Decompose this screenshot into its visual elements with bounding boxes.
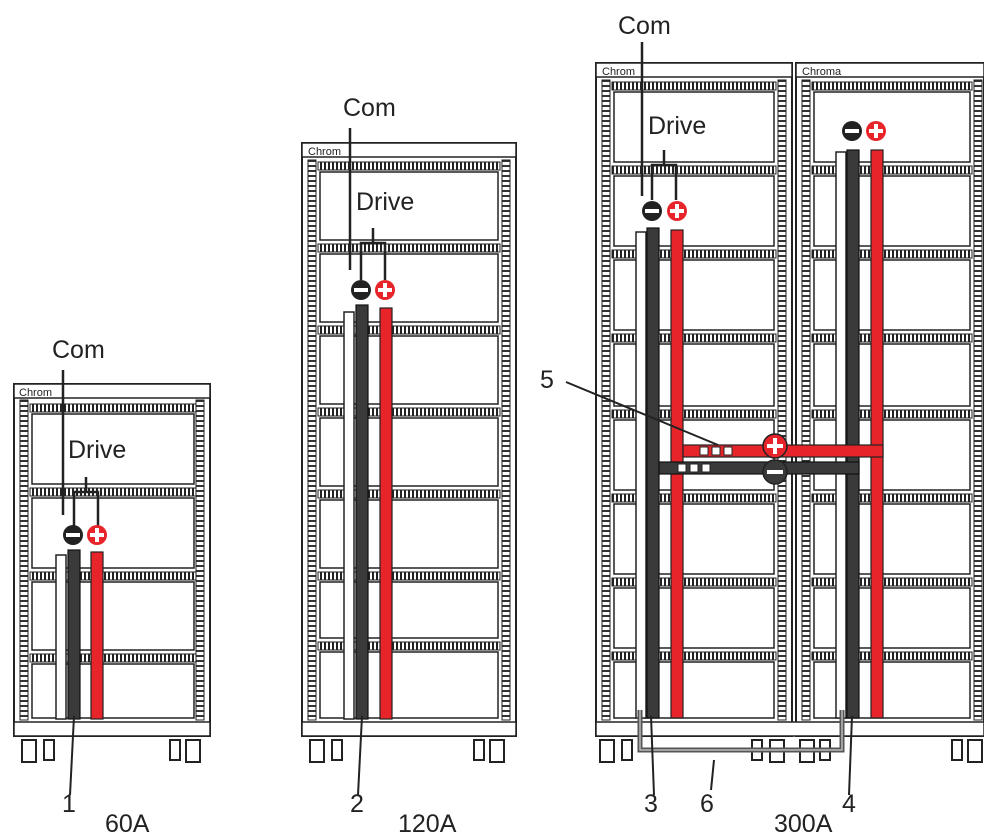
callout-line xyxy=(710,759,715,791)
ground-bar xyxy=(55,554,67,720)
plus-circle-icon xyxy=(87,525,107,545)
rack-60a: Chrom xyxy=(13,336,211,837)
ground-bar xyxy=(835,151,847,719)
plus-circle-icon xyxy=(762,433,788,459)
minus-circle-icon xyxy=(842,121,862,141)
brand-label: Chrom xyxy=(602,66,635,78)
capacity-label-120a: 120A xyxy=(398,810,457,837)
com-label: Com xyxy=(618,12,671,40)
drive-label: Drive xyxy=(356,188,414,216)
callout-3: 3 xyxy=(644,790,658,818)
callout-line xyxy=(357,715,363,796)
negative-bus-bar xyxy=(646,227,660,719)
positive-bus-bar xyxy=(90,551,104,720)
minus-circle-icon xyxy=(762,459,788,485)
rack-120a: Chrom xyxy=(301,94,517,837)
plus-circle-icon xyxy=(375,280,395,300)
negative-bus-bar xyxy=(355,304,369,720)
ground-bar xyxy=(635,231,647,719)
capacity-label-300a: 300A xyxy=(774,810,833,837)
callout-line xyxy=(650,715,655,796)
brand-label: Chrom xyxy=(308,146,341,158)
negative-bus-bar xyxy=(846,149,860,719)
capacity-label-60a: 60A xyxy=(105,810,150,837)
callout-line xyxy=(848,715,853,796)
terminal-wires xyxy=(61,370,100,526)
callout-1: 1 xyxy=(62,790,76,818)
positive-bus-bar xyxy=(379,307,393,720)
callout-6: 6 xyxy=(700,790,714,818)
terminal-wires xyxy=(348,128,387,280)
brand-label: Chroma xyxy=(802,66,842,78)
plus-circle-icon xyxy=(667,201,687,221)
negative-bus-bar xyxy=(67,549,81,720)
rack-300a: Chrom Chroma xyxy=(540,12,984,837)
minus-circle-icon xyxy=(63,525,83,545)
caster-wheel-icon xyxy=(21,739,201,763)
com-label: Com xyxy=(343,94,396,122)
callout-4: 4 xyxy=(842,790,856,818)
terminal-wires xyxy=(640,42,678,200)
drive-label: Drive xyxy=(648,112,706,140)
drive-label: Drive xyxy=(68,436,126,464)
callout-2: 2 xyxy=(350,790,364,818)
minus-circle-icon xyxy=(351,280,371,300)
callout-5: 5 xyxy=(540,366,554,394)
ground-bar xyxy=(343,311,355,720)
brand-label: Chrom xyxy=(19,387,52,399)
plus-circle-icon xyxy=(866,121,886,141)
positive-bus-bar xyxy=(870,149,884,719)
com-label: Com xyxy=(52,336,105,364)
caster-wheel-icon xyxy=(309,739,505,763)
minus-circle-icon xyxy=(642,201,662,221)
negative-link-bar xyxy=(658,461,860,475)
callout-line xyxy=(565,381,719,446)
callout-line xyxy=(69,715,75,796)
